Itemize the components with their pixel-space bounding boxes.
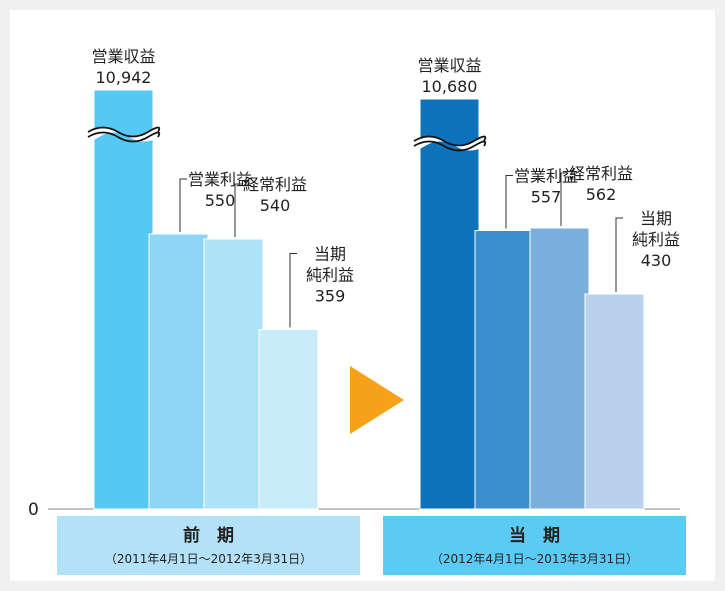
bar-label: 当期 (314, 245, 346, 264)
bar-label: 営業利益 (514, 167, 578, 186)
period-title: 当 期 (509, 525, 560, 546)
data-label: 557 (531, 188, 562, 207)
bar-0-1 (148, 233, 209, 510)
bar-0-3 (258, 329, 319, 510)
period-range: （2011年4月1日～2012年3月31日） (105, 552, 312, 566)
leader-line (560, 172, 568, 226)
bar-1-2 (529, 227, 590, 510)
y-zero-label: 0 (28, 500, 39, 520)
axis-break-line (87, 126, 161, 138)
period-header-bg (383, 516, 686, 575)
bar-label: 営業収益 (91, 47, 155, 66)
period-header-bg (57, 516, 360, 575)
data-label: 430 (641, 251, 672, 270)
transition-arrow-icon (350, 366, 404, 434)
bar-label: 純利益 (632, 230, 680, 249)
bar-label: 純利益 (306, 266, 354, 285)
leader-line (179, 178, 187, 232)
data-label: 562 (586, 185, 617, 204)
bar-1-3 (584, 293, 645, 510)
period-title: 前 期 (183, 525, 234, 546)
period-header-1: 当 期 （2012年4月1日～2013年3月31日） (383, 516, 686, 575)
bar-label: 経常利益 (243, 175, 307, 194)
axis-break-line (413, 140, 487, 152)
data-label: 10,680 (422, 77, 478, 96)
data-label: 550 (205, 191, 236, 210)
leader-line (505, 175, 513, 229)
bar-0-2 (203, 238, 264, 510)
period-header-0: 前 期 （2011年4月1日～2012年3月31日） (57, 516, 360, 575)
data-label: 10,942 (96, 68, 152, 87)
bar-label: 経常利益 (569, 164, 633, 183)
axis-break-line (87, 131, 161, 143)
bar-label: 当期 (640, 209, 672, 228)
axis-break-line (413, 135, 487, 147)
period-range: （2012年4月1日～2013年3月31日） (431, 552, 638, 566)
leader-line (234, 183, 242, 237)
data-label: 540 (260, 196, 291, 215)
bar-1-1 (474, 230, 535, 510)
leader-line (289, 253, 297, 328)
bar-label: 営業収益 (417, 56, 481, 75)
leader-line (615, 217, 623, 292)
bar-1-0 (419, 98, 480, 510)
data-label: 359 (315, 287, 346, 306)
bar-0-0 (93, 89, 154, 510)
